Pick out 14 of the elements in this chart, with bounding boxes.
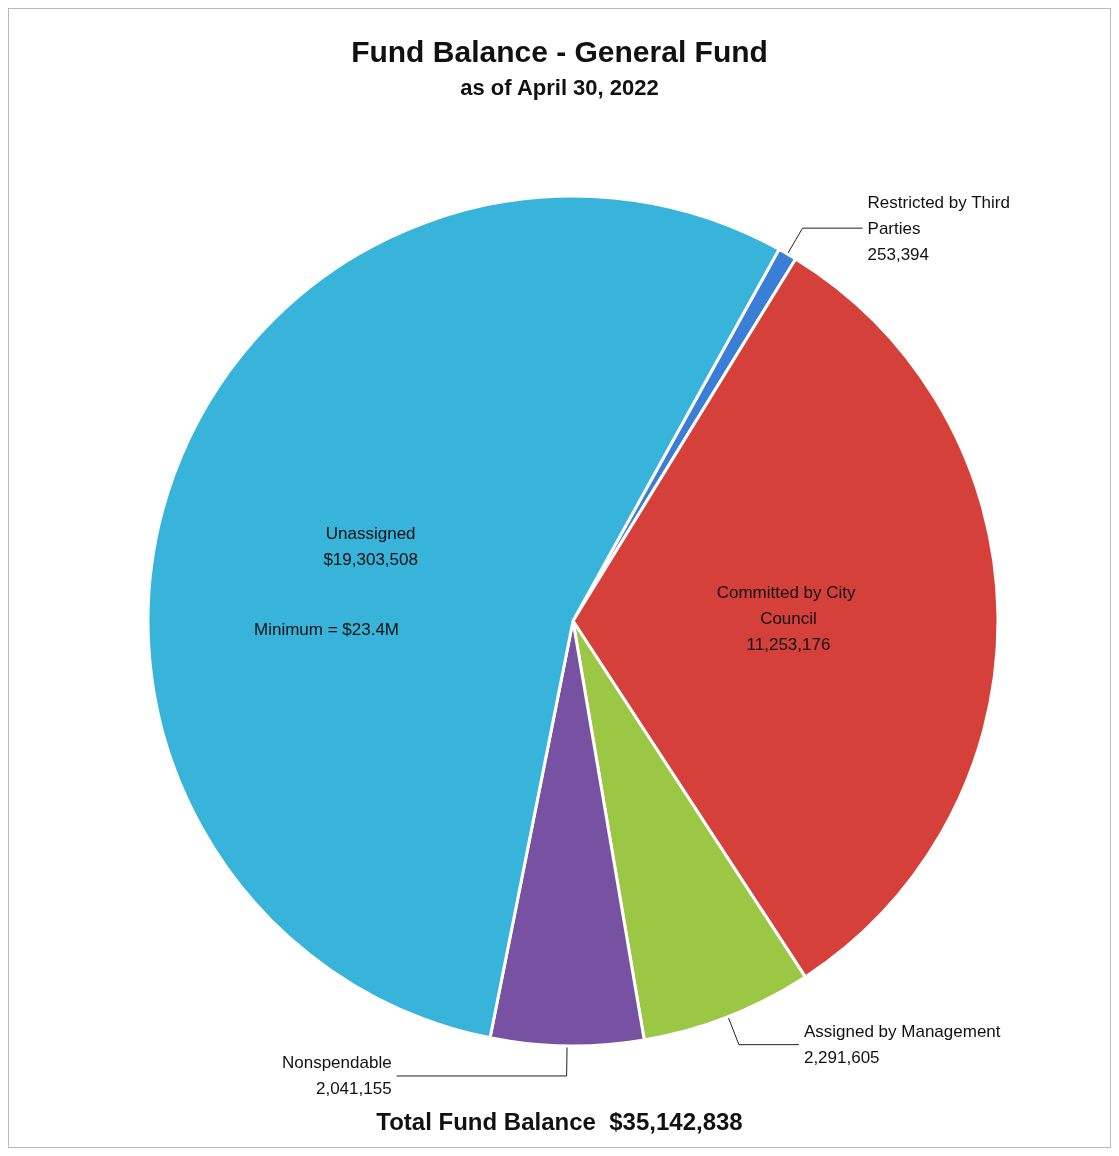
text: Minimum = $23.4M	[254, 620, 400, 639]
data-label: 2,291,605	[803, 1048, 880, 1068]
slice-label: Unassigned	[325, 524, 416, 544]
slice-label: Restricted by Third Parties	[867, 192, 1015, 238]
slice-label: Nonspendable	[281, 1053, 392, 1073]
data-label: $19,303,508	[323, 550, 418, 570]
chart-subtitle: as of April 30, 2022	[460, 74, 659, 100]
text: Total Fund Balance $35,142,838	[376, 1107, 743, 1135]
slice-label: Assigned by Management	[803, 1022, 1001, 1042]
slice-label: Committed by City Council	[716, 582, 861, 628]
data-label: 11,253,176	[746, 634, 831, 654]
chart-title: Fund Balance - General Fund	[351, 34, 768, 68]
data-label: 253,394	[867, 244, 929, 264]
data-label: 2,041,155	[315, 1079, 392, 1099]
